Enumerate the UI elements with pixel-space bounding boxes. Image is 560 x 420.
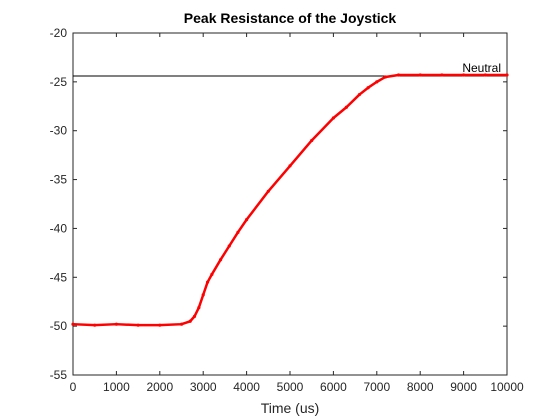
data-point xyxy=(179,322,184,326)
data-point xyxy=(462,73,466,77)
data-point xyxy=(158,323,162,327)
data-point xyxy=(218,258,223,262)
y-tick-label: -45 xyxy=(50,270,68,284)
data-point xyxy=(71,322,75,326)
data-point xyxy=(331,116,335,120)
data-point xyxy=(288,164,292,168)
data-point xyxy=(266,189,270,193)
x-tick-label: 5000 xyxy=(277,380,304,394)
data-point xyxy=(357,92,362,97)
data-point xyxy=(245,218,249,222)
data-point xyxy=(192,314,197,318)
data-point xyxy=(205,280,210,284)
data-point xyxy=(310,138,314,143)
data-point xyxy=(114,322,118,326)
x-tick-label: 4000 xyxy=(233,380,260,394)
y-tick-label: -30 xyxy=(50,124,68,138)
y-tick-label: -20 xyxy=(50,26,68,40)
data-point xyxy=(483,73,487,77)
y-tick-label: -55 xyxy=(50,368,68,382)
x-tick-label: 3000 xyxy=(190,380,217,394)
y-tick-label: -40 xyxy=(50,221,68,235)
neutral-label: Neutral xyxy=(462,61,501,75)
data-point xyxy=(210,272,214,276)
data-point xyxy=(366,86,370,90)
data-point xyxy=(396,73,401,77)
data-point xyxy=(383,75,388,79)
y-tick-label: -25 xyxy=(50,75,68,89)
data-point xyxy=(197,305,201,310)
data-point xyxy=(136,323,140,327)
x-tick-label: 0 xyxy=(70,380,77,394)
y-tick-label: -35 xyxy=(50,173,68,187)
x-tick-label: 1000 xyxy=(103,380,130,394)
y-tick-label: -50 xyxy=(50,319,68,333)
data-point xyxy=(236,230,240,234)
x-axis-label: Time (us) xyxy=(261,400,320,416)
x-tick-label: 2000 xyxy=(146,380,173,394)
data-point xyxy=(227,244,231,248)
x-tick-label: 6000 xyxy=(320,380,347,394)
data-point xyxy=(201,293,205,297)
data-point xyxy=(418,73,422,77)
plot-area: 0 1000 2000 3000 4000 5000 6000 7000 8000 9000 100… xyxy=(50,26,524,394)
chart-title: Peak Resistance of the Joystick xyxy=(184,10,397,26)
data-point xyxy=(375,80,379,84)
data-point xyxy=(188,319,192,323)
data-point xyxy=(344,105,349,109)
x-tick-label: 8000 xyxy=(407,380,434,394)
x-tick-label: 7000 xyxy=(363,380,390,394)
data-point xyxy=(440,73,444,77)
data-point xyxy=(93,323,97,327)
x-tick-label: 9000 xyxy=(450,380,477,394)
x-tick-label: 10000 xyxy=(490,380,524,394)
data-point xyxy=(505,73,509,77)
